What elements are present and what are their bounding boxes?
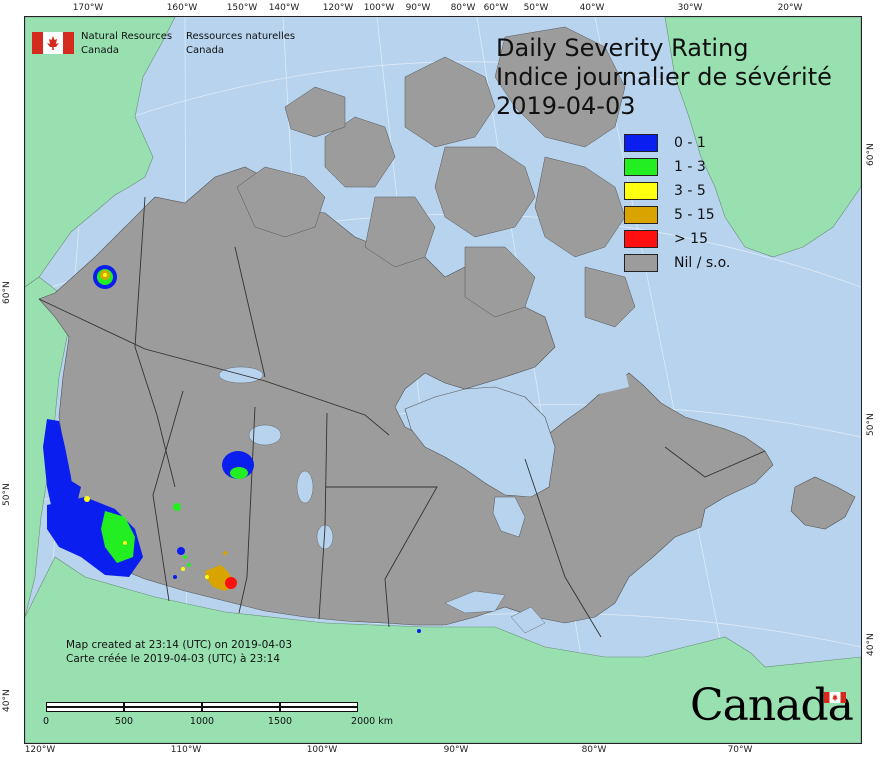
- hudson-strait: [545, 367, 629, 397]
- agency-name-en: Natural Resources Canada: [81, 30, 172, 58]
- tick-top-150w: 150°W: [226, 3, 258, 13]
- legend-label: 1 - 3: [674, 159, 706, 175]
- agency-name-en-line2: Canada: [81, 45, 120, 56]
- map-title: Daily Severity Rating Indice journalier …: [496, 34, 832, 121]
- creation-note: Map created at 23:14 (UTC) on 2019-04-03…: [66, 638, 292, 666]
- tick-top-80w: 80°W: [450, 3, 476, 13]
- arctic-islands: [236, 26, 636, 328]
- creation-note-en: Map created at 23:14 (UTC) on 2019-04-03: [66, 639, 293, 651]
- legend-swatch: [624, 254, 658, 272]
- tick-top-170w: 170°W: [72, 3, 104, 13]
- usa-land: [25, 556, 861, 743]
- tick-bottom-90w: 90°W: [443, 745, 469, 755]
- tick-right-50n: 50°N: [866, 413, 876, 436]
- legend-swatch: [624, 158, 658, 176]
- legend-swatch: [624, 134, 658, 152]
- scale-label-1000: 1000: [189, 716, 215, 727]
- james-bay: [492, 496, 526, 538]
- tick-bottom-100w: 100°W: [306, 745, 338, 755]
- scale-label-2000: 2000 km: [351, 716, 393, 727]
- tick-top-50w: 50°W: [523, 3, 549, 13]
- tick-top-100w: 100°W: [363, 3, 395, 13]
- creation-note-fr: Carte créée le 2019-04-03 (UTC) à 23:14: [66, 653, 281, 665]
- tick-top-20w: 20°W: [777, 3, 803, 13]
- scale-bar-midline: [46, 706, 358, 708]
- map-title-en: Daily Severity Rating: [496, 34, 749, 62]
- tick-top-40w: 40°W: [579, 3, 605, 13]
- wordmark-flag-icon: [824, 692, 846, 703]
- map-date: 2019-04-03: [496, 92, 636, 120]
- tick-top-90w: 90°W: [405, 3, 431, 13]
- severity-patches: [43, 265, 421, 633]
- great-lakes: [444, 590, 546, 634]
- agency-name-fr-line2: Canada: [186, 45, 225, 56]
- boundaries: [38, 196, 766, 638]
- greenland-land: [664, 17, 861, 258]
- tick-bottom-110w: 110°W: [170, 745, 202, 755]
- tick-top-120w: 120°W: [322, 3, 354, 13]
- agency-name-fr: Ressources naturelles Canada: [186, 30, 295, 58]
- tick-left-40n: 40°N: [2, 689, 12, 712]
- legend-swatch: [624, 206, 658, 224]
- tick-bottom-70w: 70°W: [727, 745, 753, 755]
- hudson-bay: [404, 386, 556, 498]
- tick-top-160w: 160°W: [166, 3, 198, 13]
- agency-name-fr-line1: Ressources naturelles: [186, 31, 296, 42]
- tick-left-50n: 50°N: [2, 483, 12, 506]
- legend-label: Nil / s.o.: [674, 255, 731, 271]
- tick-right-60n: 60°N: [866, 143, 876, 166]
- scale-label-1500: 1500: [267, 716, 293, 727]
- tick-right-40n: 40°N: [866, 633, 876, 656]
- legend-label: > 15: [674, 231, 708, 247]
- scale-label-0: 0: [42, 716, 50, 727]
- legend-label: 0 - 1: [674, 135, 706, 151]
- map-canvas: [25, 17, 861, 743]
- scale-label-500: 500: [114, 716, 134, 727]
- tick-top-140w: 140°W: [268, 3, 300, 13]
- alaska-land: [25, 17, 176, 288]
- tick-bottom-120w: 120°W: [24, 745, 56, 755]
- map-title-fr: Indice journalier de sévérité: [496, 63, 832, 91]
- newfoundland-land: [790, 476, 856, 530]
- agency-name-en-line1: Natural Resources: [81, 31, 173, 42]
- legend-label: 3 - 5: [674, 183, 706, 199]
- tick-top-30w: 30°W: [677, 3, 703, 13]
- tick-top-60w: 60°W: [483, 3, 509, 13]
- canada-flag-icon: [32, 32, 74, 54]
- map-panel: [24, 16, 862, 744]
- legend-swatch: [624, 182, 658, 200]
- legend-swatch: [624, 230, 658, 248]
- legend-label: 5 - 15: [674, 207, 715, 223]
- canada-wordmark: Canada: [690, 680, 854, 731]
- tick-left-60n: 60°N: [2, 281, 12, 304]
- tick-bottom-80w: 80°W: [581, 745, 607, 755]
